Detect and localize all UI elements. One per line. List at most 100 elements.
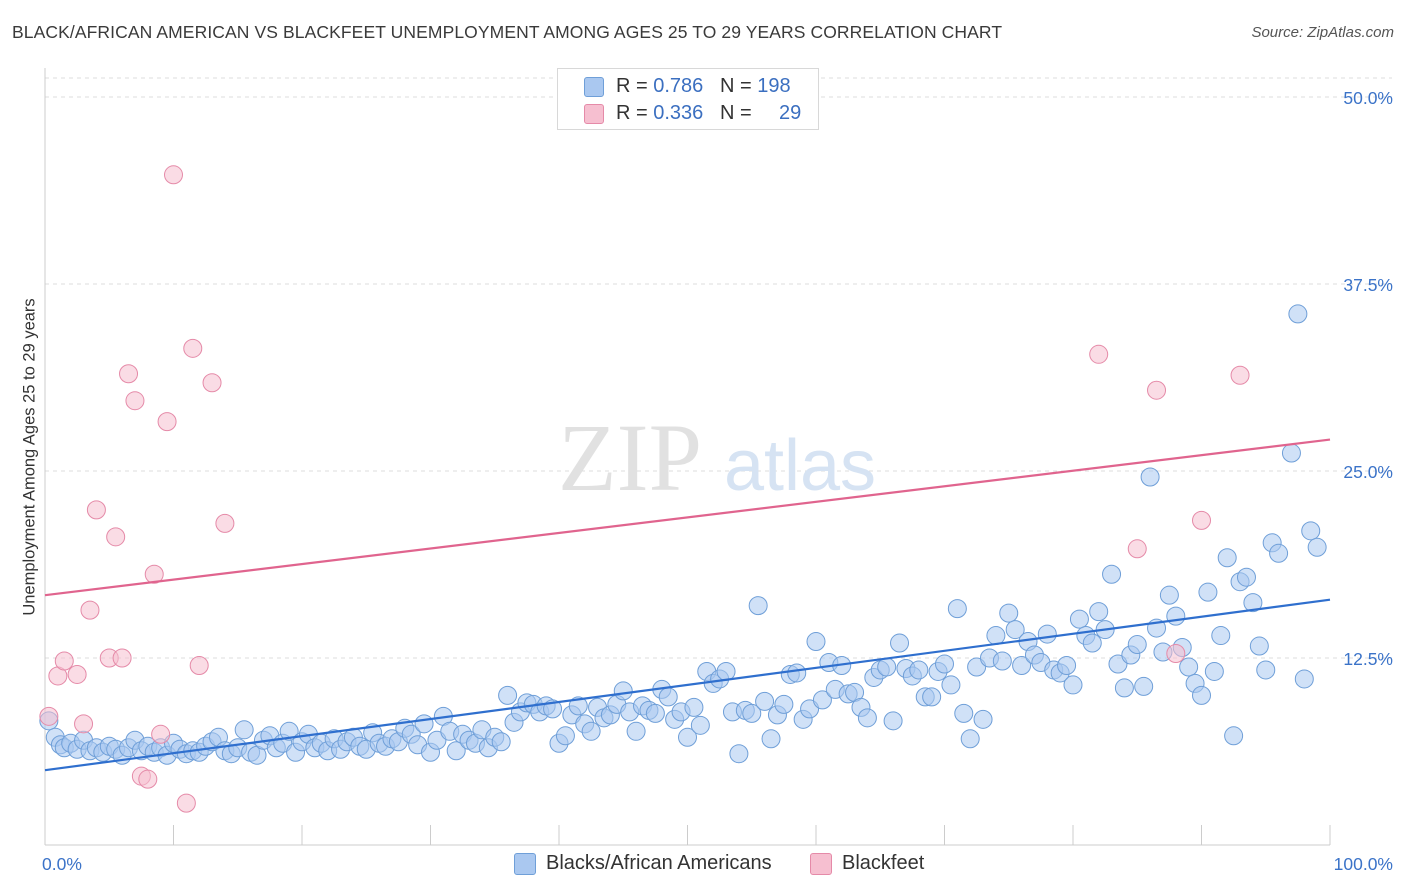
point-blacks bbox=[1179, 657, 1199, 677]
point-blacks bbox=[1224, 726, 1244, 746]
point-blackfeet bbox=[189, 655, 209, 675]
point-blacks bbox=[909, 660, 929, 680]
point-blacks bbox=[1243, 593, 1263, 613]
point-blackfeet bbox=[202, 373, 222, 393]
point-blacks bbox=[877, 657, 897, 677]
point-blackfeet bbox=[112, 648, 132, 668]
point-blackfeet bbox=[144, 564, 164, 584]
point-blackfeet bbox=[164, 165, 183, 185]
bottom-legend-label: Blackfeet bbox=[842, 852, 925, 874]
legend-n-value: 198 bbox=[757, 75, 791, 97]
point-blacks bbox=[1089, 602, 1109, 622]
point-blacks bbox=[1256, 660, 1276, 680]
point-blacks bbox=[1005, 620, 1025, 640]
point-blacks bbox=[414, 714, 434, 734]
point-blacks bbox=[1236, 567, 1256, 587]
point-blackfeet bbox=[39, 706, 59, 726]
point-blacks bbox=[742, 703, 762, 723]
point-blacks bbox=[1288, 304, 1308, 324]
point-blacks bbox=[941, 675, 961, 695]
point-blackfeet bbox=[106, 527, 126, 547]
point-blacks bbox=[986, 626, 1006, 646]
point-blacks bbox=[992, 651, 1012, 671]
point-blacks bbox=[613, 681, 633, 701]
point-blackfeet bbox=[183, 338, 203, 358]
point-blacks bbox=[890, 633, 910, 653]
point-blacks bbox=[954, 703, 974, 723]
point-blacks bbox=[1114, 678, 1134, 698]
trend-lines bbox=[44, 438, 1331, 772]
legend-n-label: N = bbox=[719, 75, 758, 97]
point-blacks bbox=[1082, 633, 1102, 653]
point-blacks bbox=[787, 663, 807, 683]
point-blacks bbox=[716, 661, 736, 681]
point-blacks bbox=[1307, 537, 1327, 557]
legend-r-label: R = bbox=[616, 102, 654, 124]
point-blacks bbox=[1102, 564, 1122, 584]
legend-n-value: 29 bbox=[778, 102, 802, 124]
point-blacks bbox=[1127, 635, 1147, 655]
point-blacks bbox=[1281, 443, 1301, 463]
point-blacks bbox=[999, 603, 1019, 623]
point-blacks bbox=[626, 721, 646, 741]
watermark: ZIP atlas bbox=[558, 404, 876, 511]
point-blacks bbox=[1057, 655, 1077, 675]
point-blacks bbox=[1012, 655, 1032, 675]
point-blackfeet bbox=[119, 364, 139, 384]
legend-r-value: 0.786 bbox=[653, 75, 704, 97]
x-tick-label: 100.0% bbox=[1334, 854, 1393, 874]
series-blacks-points bbox=[39, 304, 1327, 765]
point-blackfeet bbox=[1127, 539, 1147, 559]
point-blacks bbox=[555, 726, 575, 746]
stats-legend: R = 0.786 N = 198 R = 0.336 N = 29 bbox=[557, 68, 819, 130]
point-blacks bbox=[748, 596, 768, 616]
point-blacks bbox=[1204, 661, 1224, 681]
point-blacks bbox=[883, 711, 903, 731]
point-blackfeet bbox=[1192, 510, 1211, 530]
point-blacks bbox=[761, 729, 781, 749]
point-blackfeet bbox=[86, 500, 106, 520]
chart-title: BLACK/AFRICAN AMERICAN VS BLACKFEET UNEM… bbox=[12, 22, 1003, 42]
point-blacks bbox=[446, 741, 466, 761]
point-blacks bbox=[690, 715, 710, 735]
source-credit: Source: ZipAtlas.com bbox=[1251, 24, 1394, 41]
watermark-zip: ZIP bbox=[558, 404, 702, 511]
point-blacks bbox=[857, 708, 877, 728]
point-blacks bbox=[755, 691, 775, 711]
point-blackfeet bbox=[1147, 380, 1167, 400]
y-tick-label: 12.5% bbox=[1343, 649, 1393, 669]
point-blacks bbox=[234, 720, 254, 740]
point-blacks bbox=[658, 687, 678, 707]
point-blacks bbox=[1294, 669, 1314, 689]
bottom-legend-label: Blacks/African Americans bbox=[546, 852, 772, 874]
point-blacks bbox=[684, 697, 704, 717]
point-blacks bbox=[645, 703, 665, 723]
point-blacks bbox=[1301, 521, 1321, 541]
bottom-swatch-pink bbox=[810, 853, 832, 875]
point-blacks bbox=[960, 729, 980, 749]
point-blacks bbox=[812, 690, 832, 710]
point-blacks bbox=[568, 696, 588, 716]
legend-swatch-blue bbox=[584, 77, 604, 97]
x-tick-label: 0.0% bbox=[42, 854, 82, 874]
point-blacks bbox=[806, 632, 826, 652]
point-blackfeet bbox=[67, 664, 87, 684]
series-blackfeet-points bbox=[39, 165, 1250, 813]
point-blackfeet bbox=[151, 724, 171, 744]
point-blacks bbox=[1159, 585, 1179, 605]
point-blacks bbox=[1140, 467, 1160, 487]
point-blacks bbox=[1217, 548, 1237, 568]
point-blacks bbox=[1192, 685, 1211, 705]
point-blacks bbox=[1037, 624, 1057, 644]
point-blacks bbox=[729, 744, 749, 764]
point-blacks bbox=[581, 721, 601, 741]
point-blacks bbox=[1211, 626, 1231, 646]
point-blackfeet bbox=[138, 769, 158, 789]
point-blackfeet bbox=[80, 600, 100, 620]
point-blacks bbox=[498, 685, 518, 705]
point-blacks bbox=[973, 709, 993, 729]
point-blackfeet bbox=[215, 513, 235, 533]
trend-line-blacks bbox=[44, 598, 1331, 772]
point-blackfeet bbox=[176, 793, 196, 813]
